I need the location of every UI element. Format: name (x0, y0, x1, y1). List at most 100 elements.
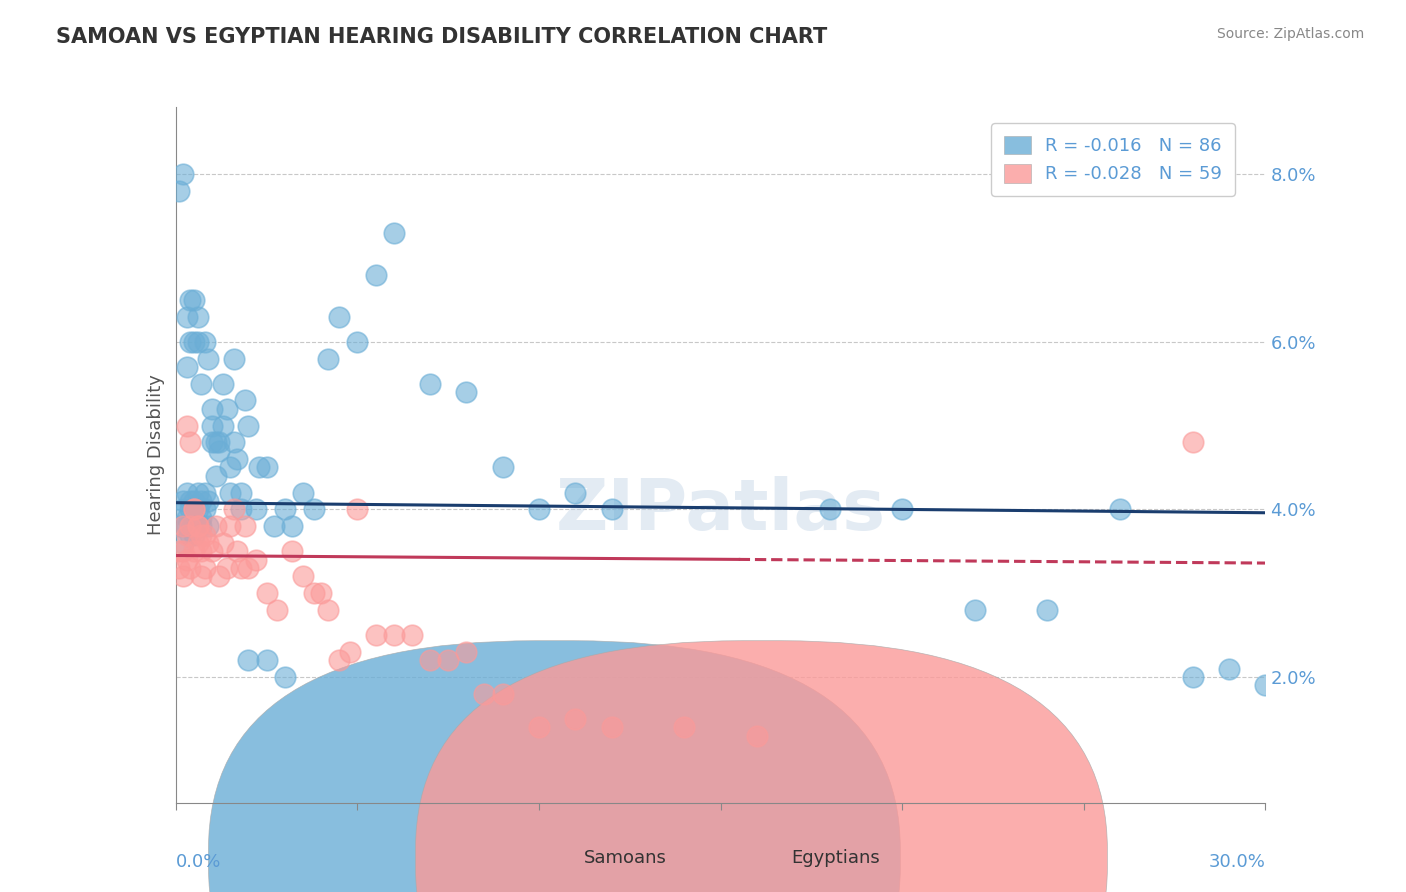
Point (179, 527, 201, 541)
Point (186, 519, 209, 533)
Point (179, 519, 201, 533)
Point (176, 485, 198, 500)
Point (492, 687, 515, 701)
Point (382, 628, 405, 642)
Point (212, 536, 235, 550)
Point (437, 653, 460, 667)
Point (233, 393, 256, 408)
Point (346, 502, 368, 516)
Point (346, 334, 368, 349)
Point (281, 519, 304, 533)
Point (172, 536, 194, 550)
Point (963, 603, 986, 617)
Point (309, 586, 332, 600)
Point (183, 527, 205, 541)
Point (318, 603, 340, 617)
Point (401, 628, 423, 642)
Text: 0.0%: 0.0% (176, 853, 221, 871)
Point (169, 184, 191, 198)
Point (456, 385, 478, 400)
Point (208, 443, 231, 458)
Point (231, 561, 253, 575)
Point (328, 653, 350, 667)
Point (190, 544, 212, 558)
Point (186, 519, 209, 533)
Point (564, 712, 586, 726)
Point (172, 519, 194, 533)
Point (1109, 502, 1132, 516)
Point (190, 569, 212, 583)
Point (302, 502, 325, 516)
Point (231, 502, 253, 516)
Point (318, 351, 340, 366)
Point (222, 351, 245, 366)
Point (208, 435, 231, 450)
Point (1218, 662, 1240, 676)
Point (226, 452, 249, 467)
Point (1181, 435, 1204, 450)
Point (197, 351, 219, 366)
Point (263, 519, 285, 533)
Point (201, 435, 224, 450)
Point (256, 586, 278, 600)
FancyBboxPatch shape (416, 640, 1108, 892)
Y-axis label: Hearing Disability: Hearing Disability (146, 375, 165, 535)
Point (172, 167, 194, 181)
Point (169, 519, 191, 533)
Point (183, 510, 205, 524)
Point (176, 310, 198, 324)
Point (169, 544, 191, 558)
Point (183, 293, 205, 307)
Point (302, 586, 325, 600)
Point (194, 334, 217, 349)
Point (204, 519, 226, 533)
Point (176, 519, 198, 533)
Point (219, 519, 242, 533)
Point (364, 628, 387, 642)
Point (179, 334, 201, 349)
Point (197, 494, 219, 508)
Point (1254, 678, 1277, 692)
Point (212, 376, 235, 391)
Point (212, 418, 235, 433)
Point (176, 552, 198, 566)
FancyBboxPatch shape (208, 640, 900, 892)
Point (419, 653, 441, 667)
Point (186, 310, 209, 324)
Point (201, 418, 224, 433)
Point (219, 485, 242, 500)
Point (219, 460, 242, 475)
Point (186, 334, 209, 349)
Point (183, 502, 205, 516)
Point (600, 720, 623, 734)
Point (1181, 670, 1204, 684)
Point (256, 460, 278, 475)
Point (274, 670, 297, 684)
Point (197, 536, 219, 550)
Point (176, 510, 198, 524)
Point (172, 502, 194, 516)
Point (190, 510, 212, 524)
Point (818, 502, 841, 516)
Point (172, 544, 194, 558)
Point (201, 401, 224, 416)
Point (194, 561, 217, 575)
Text: SAMOAN VS EGYPTIAN HEARING DISABILITY CORRELATION CHART: SAMOAN VS EGYPTIAN HEARING DISABILITY CO… (56, 27, 828, 46)
Point (186, 519, 209, 533)
Text: Egyptians: Egyptians (792, 849, 880, 867)
Point (245, 552, 267, 566)
Point (274, 502, 297, 516)
Point (176, 418, 198, 433)
Point (291, 569, 314, 583)
Point (1036, 603, 1059, 617)
Point (186, 502, 209, 516)
Point (222, 502, 245, 516)
Point (186, 536, 209, 550)
Point (474, 687, 496, 701)
Point (382, 226, 405, 240)
Point (564, 485, 586, 500)
Point (201, 544, 224, 558)
Point (194, 485, 217, 500)
Point (183, 494, 205, 508)
Point (456, 645, 478, 659)
